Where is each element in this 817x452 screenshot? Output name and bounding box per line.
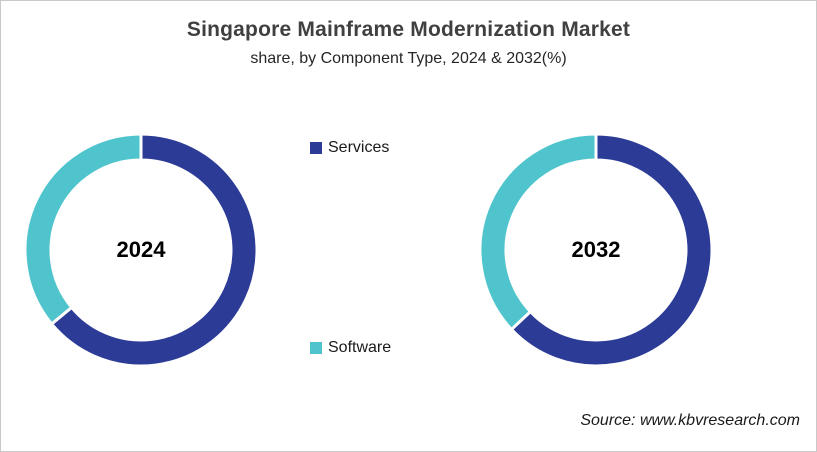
donut-2032-svg — [478, 132, 714, 368]
legend-item-services: Services — [310, 139, 389, 157]
source-attribution: Source: www.kbvresearch.com — [580, 412, 800, 429]
donut-2032-slice-services — [509, 132, 714, 368]
donut-2024-slice-software — [23, 132, 143, 327]
legend-swatch-services-icon — [310, 142, 322, 154]
chart-subtitle: share, by Component Type, 2024 & 2032(%) — [250, 50, 567, 67]
donut-2024-slice-services — [49, 132, 259, 368]
donut-chart-2024: 2024 — [21, 130, 261, 370]
chart-title: Singapore Mainframe Modernization Market — [186, 18, 631, 41]
donut-2024-svg — [23, 132, 259, 368]
legend-label-services: Services — [328, 139, 390, 156]
legend-label-software: Software — [328, 339, 392, 356]
legend-item-software: Software — [310, 339, 391, 357]
donut-chart-2032: 2032 — [476, 130, 716, 370]
legend-swatch-software-icon — [310, 342, 322, 354]
donut-2032-slice-software — [478, 132, 598, 332]
